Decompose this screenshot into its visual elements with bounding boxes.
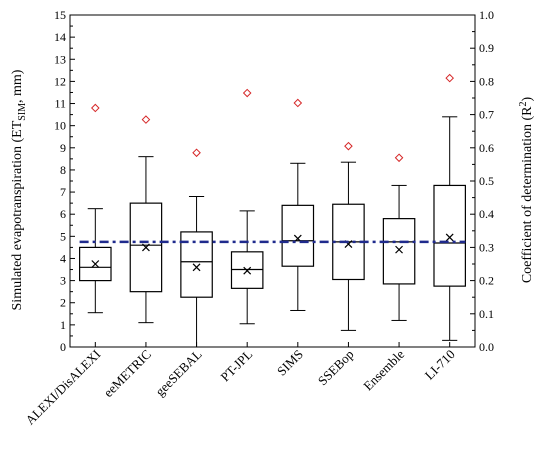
y-tick-label-left: 4 — [60, 251, 66, 265]
mean-marker — [395, 245, 403, 254]
x-tick-label: SSEBop — [315, 347, 357, 389]
mean-marker — [243, 266, 252, 275]
y-tick-label-right: 0.0 — [479, 340, 494, 354]
y-tick-label-left: 1 — [60, 318, 66, 332]
mean-marker — [344, 240, 353, 249]
r2-point — [91, 103, 100, 113]
y-tick-label-left: 12 — [54, 74, 66, 88]
x-tick-label: eeMETRIC — [101, 347, 154, 400]
x-tick-label: Ensemble — [360, 346, 407, 393]
y-tick-label-right: 0.1 — [479, 307, 494, 321]
box-2 — [180, 195, 213, 348]
x-tick-label: PT-JPL — [217, 346, 255, 384]
y-tick-label-right: 0.3 — [479, 240, 494, 254]
r2-point — [242, 88, 252, 98]
box-0 — [79, 208, 112, 314]
box-6 — [382, 184, 416, 321]
y-tick-label-left: 15 — [54, 8, 66, 22]
r2-point — [344, 141, 353, 151]
y-tick-label-right: 0.6 — [479, 141, 494, 155]
r2-point — [141, 115, 151, 124]
x-tick-label: geeSEBAL — [152, 346, 205, 399]
box-iqr — [382, 218, 416, 285]
y-tick-label-left: 3 — [60, 274, 66, 288]
chart-marks — [79, 73, 466, 348]
y-tick-label-right: 0.5 — [479, 174, 494, 188]
y-tick-label-right: 1.0 — [479, 8, 494, 22]
mean-marker — [192, 263, 201, 272]
y-tick-label-right: 0.8 — [479, 74, 494, 88]
mean-marker — [445, 233, 454, 242]
y-tick-label-right: 0.7 — [479, 108, 494, 122]
r2-point — [192, 148, 201, 158]
box-4 — [281, 162, 315, 311]
x-tick-label: SIMS — [274, 347, 306, 379]
y-tick-label-left: 5 — [60, 229, 66, 243]
y-tick-label-left: 2 — [60, 296, 66, 310]
axes: 01234567891011121314150.00.10.20.30.40.5… — [22, 8, 494, 428]
x-tick-label: ALEXI/DisALEXI — [22, 347, 103, 428]
x-tick-label: LI-710 — [422, 347, 458, 383]
mean-marker — [91, 260, 100, 268]
y-tick-label-left: 14 — [54, 30, 66, 44]
y-tick-label-right: 0.2 — [479, 274, 494, 288]
plot-frame — [69, 14, 476, 348]
y-tick-label-left: 0 — [60, 340, 66, 354]
r2-point — [293, 98, 303, 108]
mean-marker — [142, 243, 150, 252]
y-tick-label-left: 13 — [54, 52, 66, 66]
y-tick-label-left: 8 — [60, 163, 66, 177]
r2-point — [445, 73, 454, 83]
box-5 — [332, 161, 365, 331]
box-1 — [129, 156, 163, 324]
box-7 — [433, 116, 466, 341]
y-tick-label-right: 0.4 — [479, 207, 494, 221]
box-iqr — [433, 184, 466, 287]
y-tick-label-left: 10 — [54, 119, 66, 133]
y-axis-label-left: Simulated evapotranspiration (ETSIM, mm) — [10, 69, 28, 310]
r2-point — [394, 153, 404, 163]
y-tick-label-left: 6 — [60, 207, 66, 221]
y-tick-label-left: 9 — [60, 141, 66, 155]
y-tick-label-right: 0.9 — [479, 41, 494, 55]
y-tick-label-left: 7 — [60, 185, 66, 199]
box-iqr — [281, 204, 315, 267]
y-tick-label-left: 11 — [54, 97, 66, 111]
box-3 — [230, 210, 264, 325]
y-axis-label-right: Coefficient of determination (R2) — [518, 97, 535, 284]
